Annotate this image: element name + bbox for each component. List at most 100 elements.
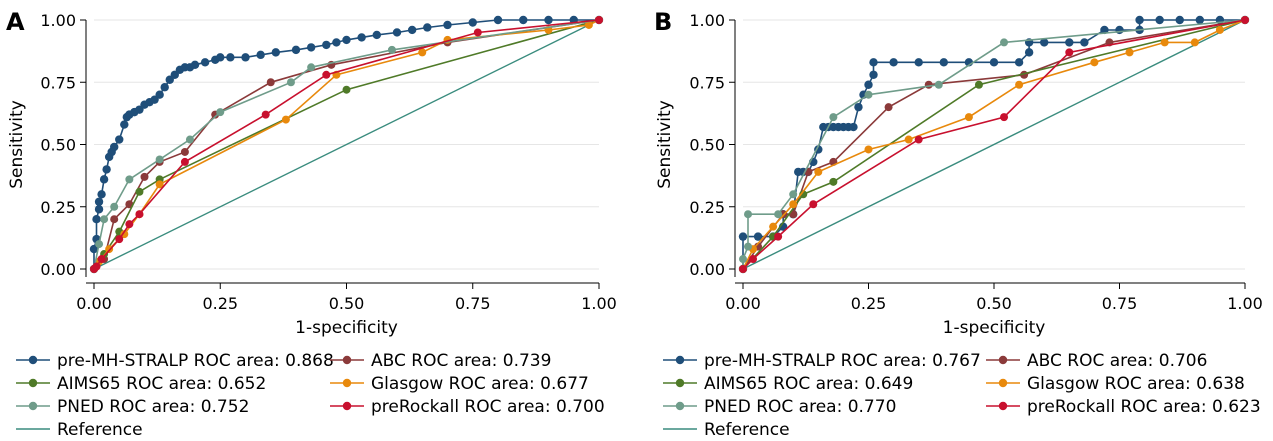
x-axis-label: 1-specificity: [943, 318, 1046, 338]
data-point: [1090, 58, 1099, 67]
data-point: [423, 23, 432, 32]
data-point: [102, 165, 111, 174]
legend-label: pre-MH-STRALP ROC area: 0.767: [704, 351, 981, 371]
data-point: [1155, 15, 1164, 25]
data-point: [110, 202, 119, 211]
data-point: [1175, 15, 1184, 25]
data-point: [110, 215, 119, 224]
data-point: [99, 175, 109, 184]
y-tick-label: 0.50: [40, 136, 76, 155]
data-point: [94, 205, 104, 214]
legend-swatch-marker: [998, 355, 1008, 365]
data-point: [924, 80, 933, 89]
data-point: [1100, 25, 1109, 35]
data-point: [864, 90, 873, 99]
data-point: [974, 80, 983, 89]
legend-item-2: AIMS65 ROC area: 0.652: [16, 374, 266, 394]
x-axis-label: 1-specificity: [295, 318, 398, 338]
y-tick-label: 0.50: [689, 136, 725, 155]
x-tick-label: 0.50: [329, 294, 365, 313]
y-tick-label: 0.00: [689, 260, 725, 279]
x-tick-label: 0.25: [851, 294, 887, 313]
data-point: [849, 122, 858, 132]
data-point: [1065, 48, 1074, 57]
legend-item-4: PNED ROC area: 0.752: [16, 397, 249, 417]
data-point: [595, 16, 603, 24]
data-point: [774, 232, 783, 241]
data-point: [387, 45, 396, 54]
data-point: [739, 265, 747, 273]
data-point: [125, 220, 134, 229]
data-point: [115, 135, 124, 144]
data-point: [155, 155, 164, 164]
legend-label: AIMS65 ROC area: 0.652: [57, 374, 266, 394]
data-point: [1215, 25, 1224, 34]
data-point: [584, 20, 593, 29]
data-point: [934, 80, 943, 89]
legend-swatch-marker: [998, 401, 1008, 411]
data-point: [869, 70, 878, 79]
data-point: [190, 60, 200, 70]
legend-label: ABC ROC area: 0.706: [1027, 351, 1207, 371]
data-point: [100, 215, 109, 224]
data-point: [286, 78, 295, 87]
series-6: [93, 19, 600, 270]
data-point: [864, 80, 873, 89]
legend-label: pre-MH-STRALP ROC area: 0.868: [57, 351, 334, 371]
data-point: [739, 255, 747, 264]
data-point: [753, 232, 763, 241]
data-point: [216, 53, 225, 62]
data-point: [864, 145, 873, 154]
legend-swatch-marker: [342, 401, 352, 411]
x-tick-label: 1.00: [1227, 294, 1263, 313]
legend-label: PNED ROC area: 0.770: [704, 397, 896, 417]
legend-label: Glasgow ROC area: 0.677: [371, 374, 589, 394]
series-line: [93, 19, 600, 270]
legend-item-4: PNED ROC area: 0.770: [663, 397, 896, 417]
x-tick-label: 0.75: [455, 294, 491, 313]
series-line: [93, 19, 600, 270]
panel-label: A: [6, 8, 25, 36]
data-point: [493, 15, 503, 25]
y-tick-label: 0.25: [40, 198, 76, 217]
data-point: [372, 30, 381, 40]
data-point: [180, 157, 189, 166]
data-point: [789, 200, 798, 209]
legend-label: Reference: [704, 420, 790, 440]
data-point: [799, 190, 808, 199]
chart-panel-a: 0.00 0.25 0.50 0.75 1.00 0.00 0.25 0.50 0.75 1.00…: [6, 8, 617, 440]
data-point: [1014, 58, 1024, 67]
data-point: [140, 172, 149, 181]
y-tick-label: 1.00: [40, 11, 76, 30]
chart-panel-b: 0.00 0.25 0.50 0.75 1.00 0.00 0.25 0.50 0.75 1.00…: [654, 8, 1263, 440]
data-point: [1015, 80, 1024, 89]
data-point: [97, 190, 106, 199]
legend-label: PNED ROC area: 0.752: [57, 397, 249, 417]
data-point: [1115, 25, 1124, 35]
data-point: [829, 177, 838, 186]
data-point: [789, 190, 798, 199]
legend-item-1: ABC ROC area: 0.739: [330, 351, 551, 371]
legend-item-5: preRockall ROC area: 0.623: [986, 397, 1261, 417]
data-point: [110, 142, 119, 152]
data-point: [914, 58, 923, 67]
data-point: [473, 28, 482, 37]
legend-item-0: pre-MH-STRALP ROC area: 0.767: [663, 351, 981, 371]
series-6: [742, 19, 1246, 270]
legend-label: preRockall ROC area: 0.623: [1027, 397, 1261, 417]
legend-label: preRockall ROC area: 0.700: [371, 397, 605, 417]
data-point: [809, 200, 818, 209]
data-point: [989, 58, 999, 67]
series-4: [90, 16, 603, 273]
series-line: [742, 19, 1246, 270]
data-point: [322, 40, 331, 50]
y-tick-label: 0.00: [40, 260, 76, 279]
data-point: [342, 35, 351, 45]
x-tick-label: 0.75: [1102, 294, 1138, 313]
x-tick-label: 0.00: [76, 294, 112, 313]
data-point: [1000, 38, 1009, 47]
data-point: [914, 135, 923, 144]
data-point: [271, 48, 280, 57]
data-point: [89, 244, 99, 254]
series-5: [90, 16, 603, 273]
